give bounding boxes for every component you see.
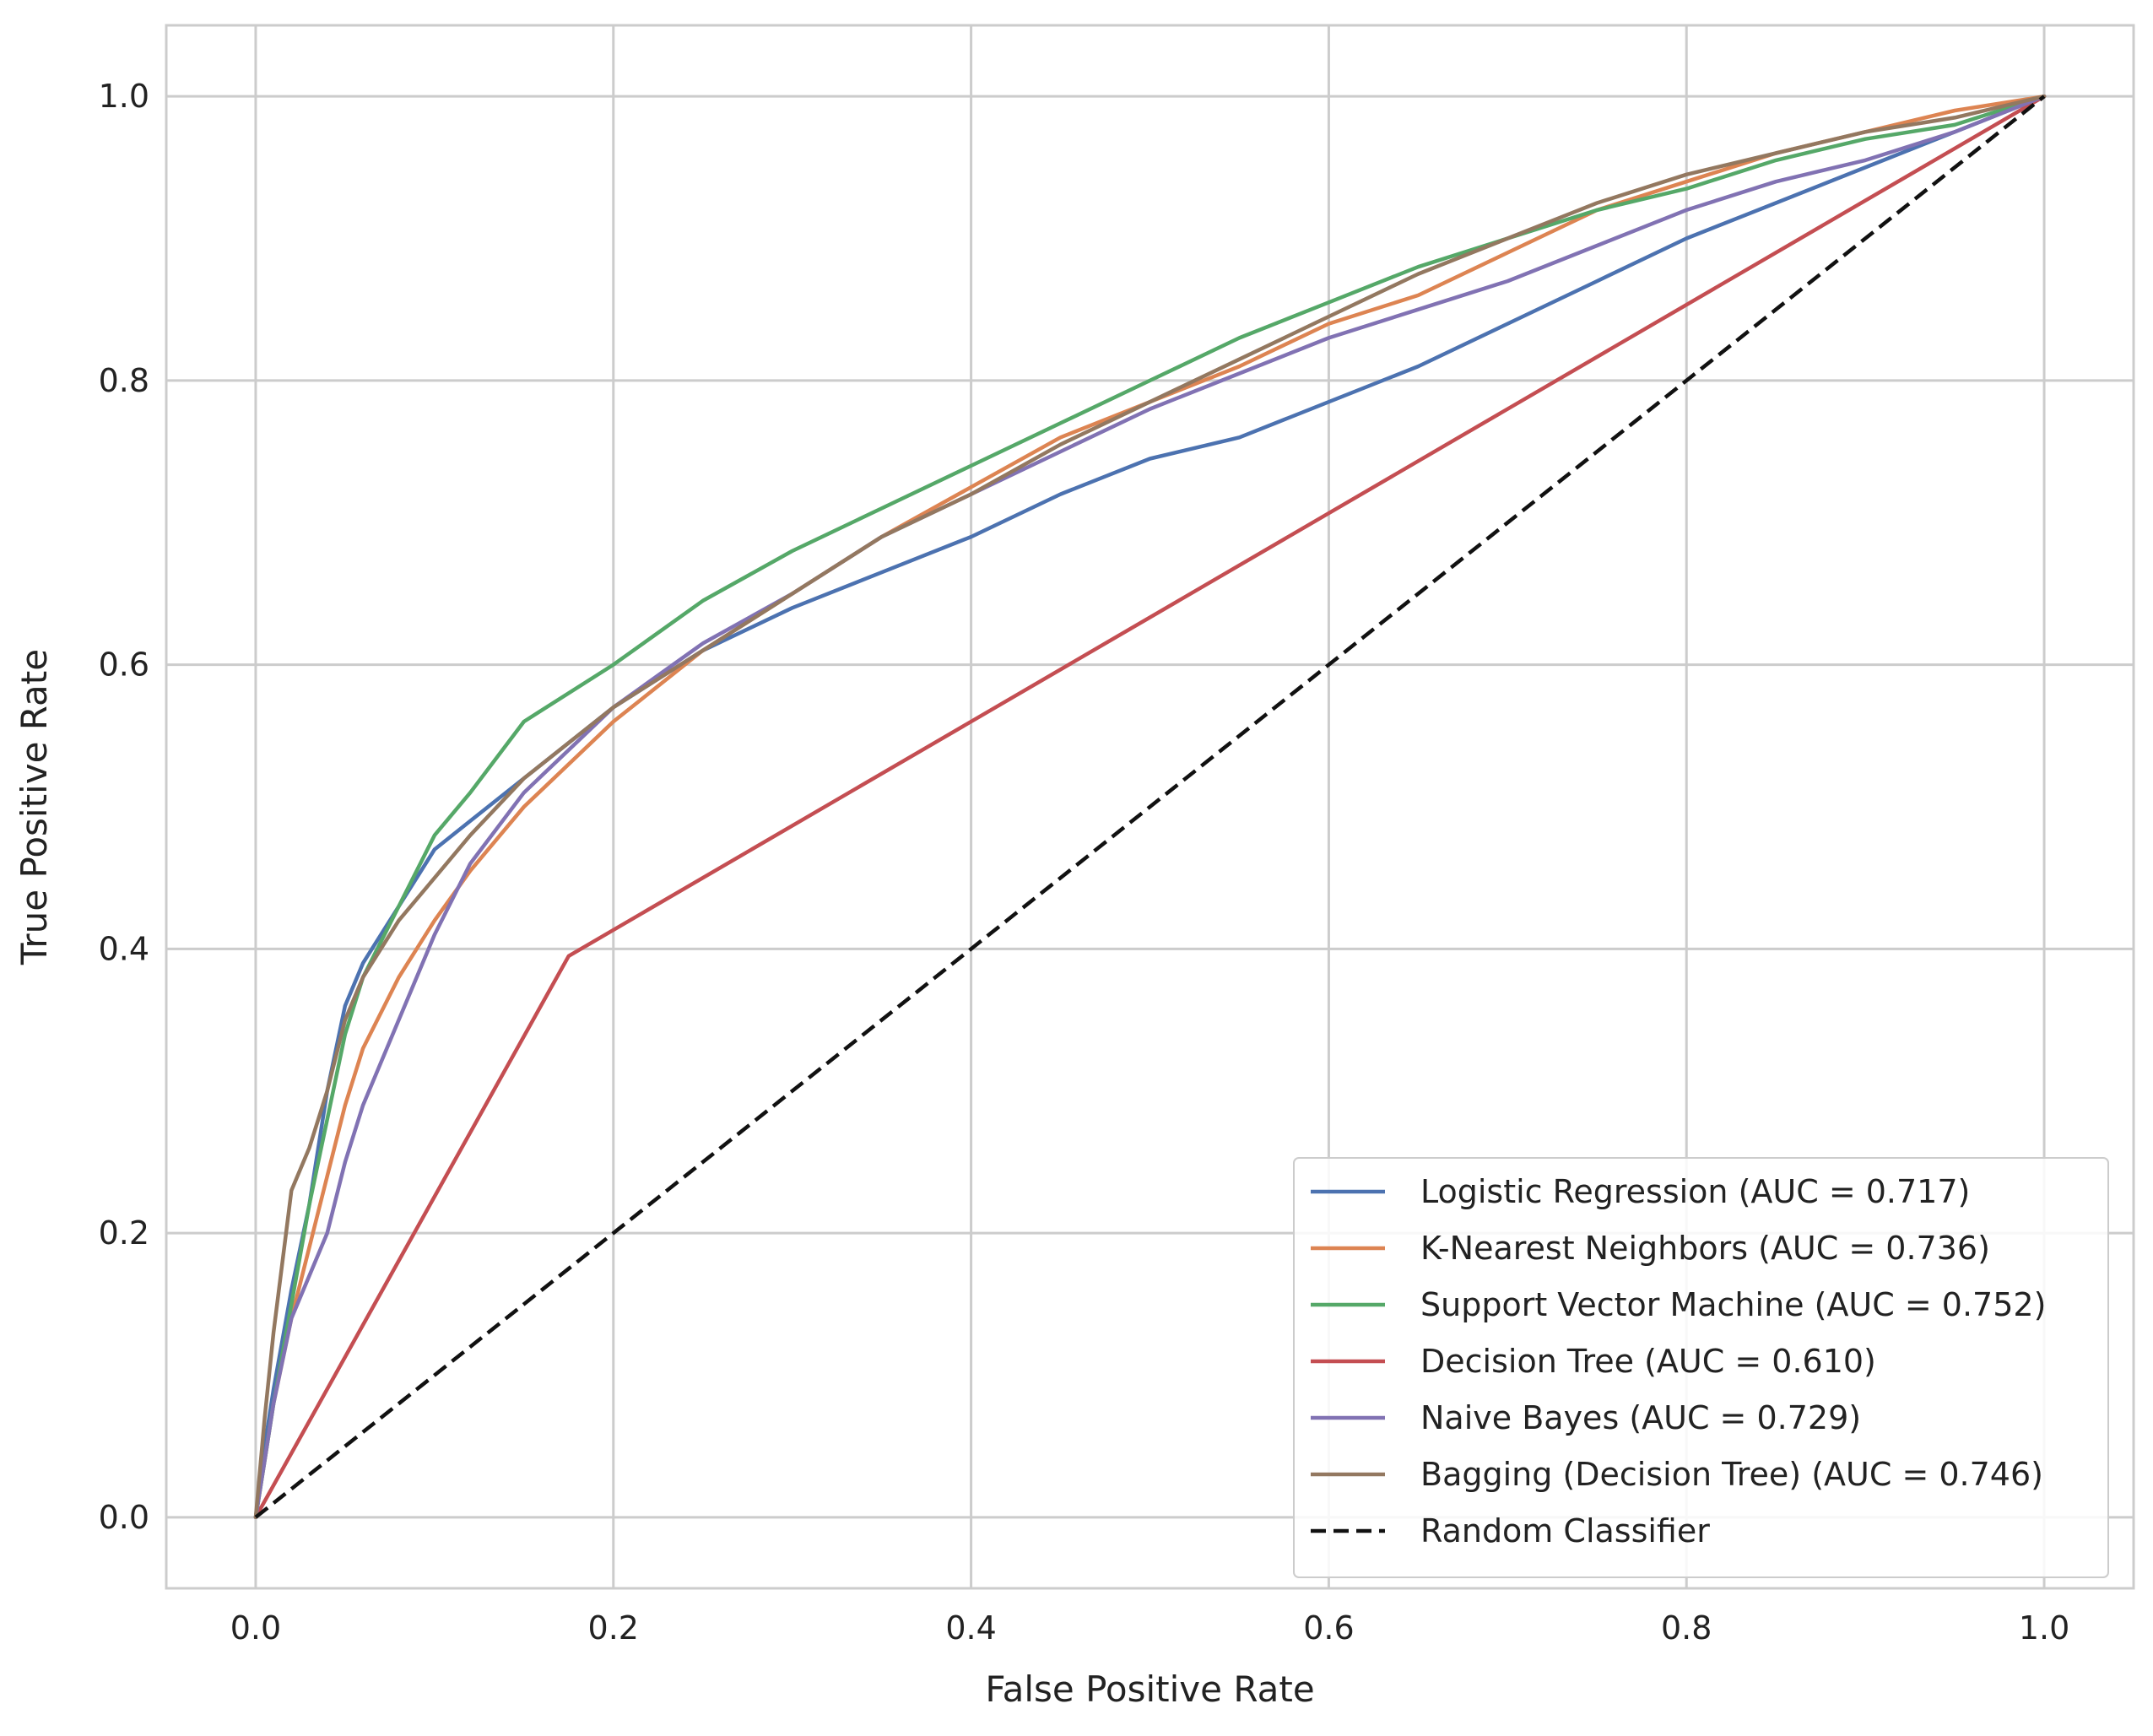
tick-labels: 0.0 0.2 0.4 0.6 0.8 1.0 0.0 0.2 0.4 0.6 0.8 1.0 bbox=[99, 78, 2070, 1647]
legend: Logistic Regression (AUC = 0.717) K-Neare… bbox=[1293, 1157, 2109, 1578]
series-layer bbox=[253, 94, 2047, 1520]
legend-label: Logistic Regression (AUC = 0.717) bbox=[1420, 1173, 1970, 1210]
x-tick-label: 0.0 bbox=[230, 1609, 281, 1647]
series-line-3 bbox=[253, 94, 2047, 1520]
y-tick-label: 0.2 bbox=[99, 1214, 149, 1252]
series-line-5 bbox=[253, 94, 2047, 1520]
legend-label: Decision Tree (AUC = 0.610) bbox=[1420, 1343, 1876, 1380]
x-tick-label: 1.0 bbox=[2019, 1609, 2069, 1647]
y-tick-label: 1.0 bbox=[99, 78, 149, 115]
x-tick-label: 0.2 bbox=[588, 1609, 639, 1647]
legend-box bbox=[1293, 1157, 2109, 1578]
legend-label: K-Nearest Neighbors (AUC = 0.736) bbox=[1420, 1230, 1990, 1267]
y-tick-label: 0.8 bbox=[99, 362, 149, 399]
legend-label: Bagging (Decision Tree) (AUC = 0.746) bbox=[1420, 1456, 2043, 1493]
y-tick-label: 0.4 bbox=[99, 930, 149, 967]
x-tick-label: 0.8 bbox=[1661, 1609, 1712, 1647]
y-tick-label: 0.0 bbox=[99, 1499, 149, 1536]
series-line-0 bbox=[253, 94, 2047, 1520]
series-line-6 bbox=[254, 95, 2046, 1519]
legend-label: Support Vector Machine (AUC = 0.752) bbox=[1420, 1286, 2046, 1323]
y-tick-label: 0.6 bbox=[99, 646, 149, 684]
series-line-2 bbox=[253, 94, 2047, 1520]
legend-items: Logistic Regression (AUC = 0.717) K-Neare… bbox=[1311, 1173, 2046, 1549]
x-tick-label: 0.4 bbox=[945, 1609, 996, 1647]
legend-label: Random Classifier bbox=[1420, 1512, 1710, 1549]
x-axis-label: False Positive Rate bbox=[985, 1668, 1314, 1710]
x-tick-label: 0.6 bbox=[1303, 1609, 1354, 1647]
plot-frame bbox=[165, 24, 2135, 1590]
legend-label: Naive Bayes (AUC = 0.729) bbox=[1420, 1399, 1861, 1436]
y-axis-label: True Positive Rate bbox=[14, 649, 55, 965]
